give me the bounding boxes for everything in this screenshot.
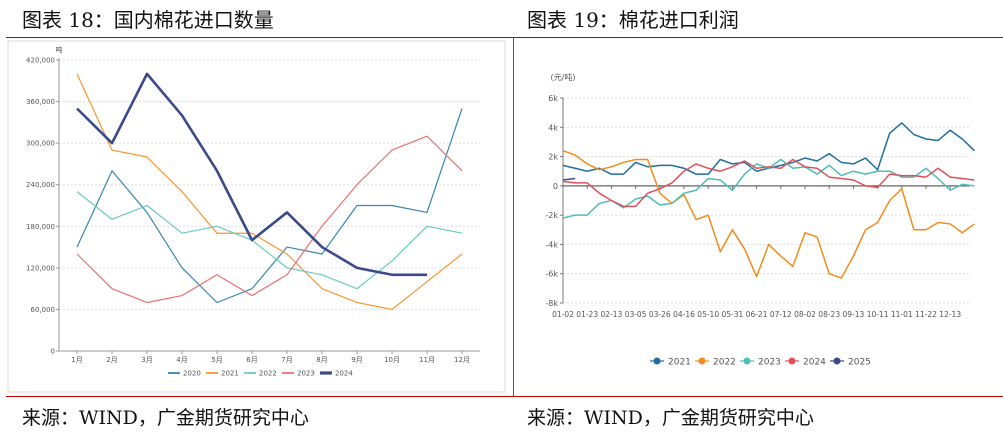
left-ytick-label: 300,000 xyxy=(26,140,55,148)
right-xtick-label: 08-02 xyxy=(794,310,816,319)
left-legend-label: 2021 xyxy=(221,370,239,378)
right-xtick-label: 03-26 xyxy=(649,310,671,319)
left-legend-label: 2022 xyxy=(259,370,277,378)
right-xtick-label: 08-23 xyxy=(818,310,840,319)
vertical-divider xyxy=(513,37,514,396)
right-ytick-label: 2k xyxy=(548,153,558,162)
left-xtick-label: 1月 xyxy=(71,356,82,364)
right-legend-marker-2023 xyxy=(743,357,751,365)
right-legend-label: 2021 xyxy=(668,358,691,368)
right-xtick-label: 11-22 xyxy=(915,310,937,319)
right-xtick-label: 05-31 xyxy=(722,310,744,319)
left-xtick-label: 10月 xyxy=(384,356,400,364)
right-xtick-label: 04-16 xyxy=(673,310,695,319)
left-ytick-label: 420,000 xyxy=(26,57,55,65)
left-xtick-label: 4月 xyxy=(176,356,187,364)
right-ytick-label: -2k xyxy=(545,211,558,220)
left-series-line-2024 xyxy=(76,72,427,277)
left-xtick-label: 2月 xyxy=(106,356,117,364)
left-series-line-2020 xyxy=(76,108,463,304)
left-xtick-label: 9月 xyxy=(351,356,362,364)
left-series-line-2022 xyxy=(76,191,463,290)
left-ytick-label: 240,000 xyxy=(26,181,55,189)
left-xtick-label: 6月 xyxy=(246,356,257,364)
right-ytick-label: 0 xyxy=(553,182,558,191)
right-ytick-label: -8k xyxy=(545,299,558,308)
right-ytick-label: 4k xyxy=(548,123,558,132)
right-legend-label: 2022 xyxy=(713,358,736,368)
left-series-line-2023 xyxy=(76,135,463,304)
bottom-divider xyxy=(6,396,1003,397)
left-series-line-2021 xyxy=(76,73,463,311)
right-ytick-label: -6k xyxy=(545,270,558,279)
left-xtick-label: 8月 xyxy=(316,356,327,364)
right-xtick-label: 06-21 xyxy=(746,310,768,319)
right-xtick-label: 09-13 xyxy=(843,310,865,319)
right-xtick-label: 12-13 xyxy=(939,310,961,319)
right-legend-label: 2023 xyxy=(758,358,781,368)
right-series-line-2025 xyxy=(562,177,576,181)
right-ytick-label: -4k xyxy=(545,240,558,249)
left-xtick-label: 5月 xyxy=(211,356,222,364)
right-legend-label: 2025 xyxy=(848,358,871,368)
right-series-line-2024 xyxy=(562,158,975,208)
left-source: 来源：WIND，广金期货研究中心 xyxy=(22,407,309,429)
left-unit-label: 吨 xyxy=(56,45,63,54)
right-series-line-2023 xyxy=(562,158,975,219)
top-divider xyxy=(6,37,1003,38)
left-xtick-label: 7月 xyxy=(281,356,292,364)
right-legend-marker-2025 xyxy=(833,357,841,365)
right-legend-marker-2021 xyxy=(653,357,661,365)
right-source: 来源：WIND，广金期货研究中心 xyxy=(527,407,814,429)
right-xtick-label: 02-13 xyxy=(601,310,623,319)
right-xtick-label: 11-01 xyxy=(891,310,913,319)
left-ytick-label: 360,000 xyxy=(26,98,55,106)
left-ytick-label: 60,000 xyxy=(31,306,56,314)
right-chart-title: 图表 19：棉花进口利润 xyxy=(527,8,739,32)
right-series-line-2022 xyxy=(562,150,975,279)
right-ytick-label: 6k xyxy=(548,94,558,103)
right-legend-marker-2024 xyxy=(788,357,796,365)
left-xtick-label: 11月 xyxy=(419,356,435,364)
right-xtick-label: 01-02 xyxy=(552,310,574,319)
right-legend-marker-2022 xyxy=(698,357,706,365)
left-legend-label: 2023 xyxy=(297,370,315,378)
right-xtick-label: 05-10 xyxy=(697,310,719,319)
left-xtick-label: 12月 xyxy=(454,356,470,364)
right-unit-label: (元/吨) xyxy=(551,72,576,82)
left-chart-frame xyxy=(7,40,506,393)
right-xtick-label: 01-23 xyxy=(576,310,598,319)
left-ytick-label: 0 xyxy=(51,348,55,356)
right-legend-label: 2024 xyxy=(803,358,826,368)
right-xtick-label: 10-11 xyxy=(867,310,889,319)
left-legend-label: 2020 xyxy=(183,370,201,378)
left-xtick-label: 3月 xyxy=(141,356,152,364)
left-ytick-label: 180,000 xyxy=(26,223,55,231)
left-chart-title: 图表 18：国内棉花进口数量 xyxy=(22,8,274,32)
left-legend-label: 2024 xyxy=(335,370,353,378)
right-xtick-label: 07-12 xyxy=(770,310,792,319)
right-xtick-label: 03-05 xyxy=(625,310,647,319)
left-ytick-label: 120,000 xyxy=(26,264,55,272)
